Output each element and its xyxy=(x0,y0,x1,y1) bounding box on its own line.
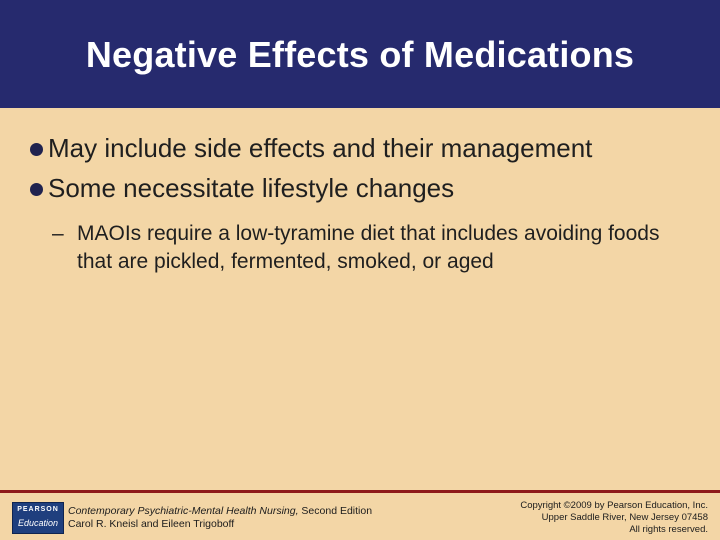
book-title: Contemporary Psychiatric-Mental Health N… xyxy=(68,505,299,517)
copyright-notice: Copyright ©2009 by Pearson Education, In… xyxy=(520,500,708,536)
book-edition: Second Edition xyxy=(298,505,373,517)
copyright-line: Upper Saddle River, New Jersey 07458 xyxy=(541,512,708,523)
footer-divider xyxy=(0,490,720,493)
bullet-text: Some necessitate lifestyle changes xyxy=(48,173,455,203)
citation-authors: Carol R. Kneisl and Eileen Trigoboff xyxy=(68,518,235,530)
dash-icon: – xyxy=(52,222,64,245)
citation: Contemporary Psychiatric-Mental Health N… xyxy=(68,505,372,531)
sub-bullet-text: MAOIs require a low-tyramine diet that i… xyxy=(77,222,660,273)
bullet-text: May include side effects and their manag… xyxy=(48,133,593,163)
bullet-item: May include side effects and their manag… xyxy=(20,128,700,168)
logo-top-text: PEARSON xyxy=(17,506,59,513)
slide-title: Negative Effects of Medications xyxy=(85,34,635,75)
bullet-dot-icon xyxy=(30,143,43,156)
citation-title-line: Contemporary Psychiatric-Mental Health N… xyxy=(68,505,372,518)
bullet-dot-icon xyxy=(30,183,43,196)
publisher-logo: PEARSON Education xyxy=(12,502,64,534)
sub-bullet: – MAOIs require a low-tyramine diet that… xyxy=(20,220,687,276)
logo-bottom-text: Education xyxy=(17,518,59,528)
title-bar: Negative Effects of Medications xyxy=(0,0,720,108)
copyright-line: Copyright ©2009 by Pearson Education, In… xyxy=(520,500,708,511)
bullet-list: May include side effects and their manag… xyxy=(20,128,700,276)
bullet-item: Some necessitate lifestyle changes xyxy=(20,168,700,208)
copyright-line: All rights reserved. xyxy=(629,524,708,535)
